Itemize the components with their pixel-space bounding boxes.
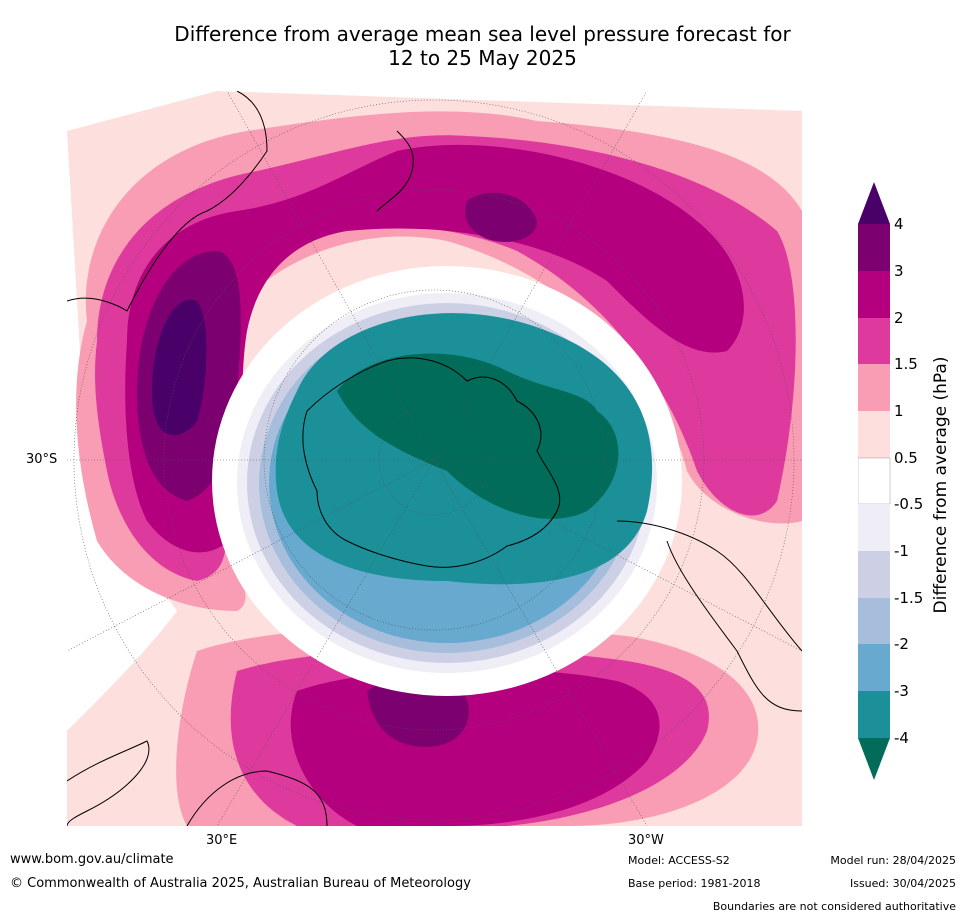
colorbar-swatch-1-to-1.5 [858,364,890,411]
colorbar-tick-1: 1 [894,402,904,420]
website-link[interactable]: www.bom.gov.au/climate [10,852,174,867]
colorbar-tick--3: -3 [894,682,909,700]
colorbar-label: Difference from average (hPa) [931,356,951,614]
colorbar-swatch-2-to-3 [858,271,890,318]
longitude-label-30w: 30°W [628,833,664,848]
colorbar-swatch--0.5-to--1 [858,504,890,551]
colorbar-swatch--3-to--4 [858,691,890,738]
colorbar-swatch-1.5-to-2 [858,318,890,364]
issued-date: Issued: 30/04/2025 [849,877,956,890]
new-zealand-coastline [376,130,414,212]
model-name: Model: ACCESS-S2 [628,854,730,867]
australia-coastline [67,91,268,312]
graticule [67,91,802,826]
anomaly-band-below--4 [337,353,619,519]
colorbar-swatch-3-to-4 [858,224,890,271]
colorbar-tick--4: -4 [894,729,909,747]
title-line-1: Difference from average mean sea level p… [174,22,791,46]
colorbar-extension-high [858,182,890,224]
colorbar-extension-low [858,738,890,780]
anomaly-band-2-to-3-north [125,144,744,553]
model-run-date: Model run: 28/04/2025 [830,854,956,867]
anomaly-band-3-to-4-north [465,192,537,242]
colorbar-swatch--2-to--3 [858,644,890,691]
colorbar-tick--0.5: -0.5 [894,495,923,513]
boundary-disclaimer: Boundaries are not considered authoritat… [712,900,956,913]
copyright-text: © Commonwealth of Australia 2025, Austra… [10,876,471,891]
colorbar-swatch--1-to--1.5 [858,551,890,598]
base-period: Base period: 1981-2018 [628,877,761,890]
colorbar-swatch-0.5-to-1 [858,411,890,458]
latitude-label-30s: 30°S [26,452,58,467]
colorbar-tick-1.5: 1.5 [894,355,918,373]
longitude-label-30e: 30°E [206,833,238,848]
colorbar-tick--2: -2 [894,635,909,653]
map-title: Difference from average mean sea level p… [0,22,965,70]
colorbar-swatch-neutral [858,457,891,505]
pressure-anomaly-map [67,91,802,826]
colorbar-tick-4: 4 [894,215,904,233]
colorbar-tick-0.5: 0.5 [894,449,918,467]
south-america-coastline [616,520,802,712]
colorbar-tick-2: 2 [894,309,904,327]
colorbar-swatch--1.5-to--2 [858,598,890,644]
colorbar-tick--1: -1 [894,542,909,560]
title-line-2: 12 to 25 May 2025 [388,46,577,70]
anomaly-band-above-4 [152,299,207,436]
africa-coastline [67,740,328,826]
colorbar-tick--1.5: -1.5 [894,589,923,607]
colorbar-tick-3: 3 [894,262,904,280]
colorbar: 4 3 2 1.5 1 0.5 -0.5 -1 -1.5 -2 -3 -4 [858,182,923,780]
antarctica-coastline [302,357,561,568]
